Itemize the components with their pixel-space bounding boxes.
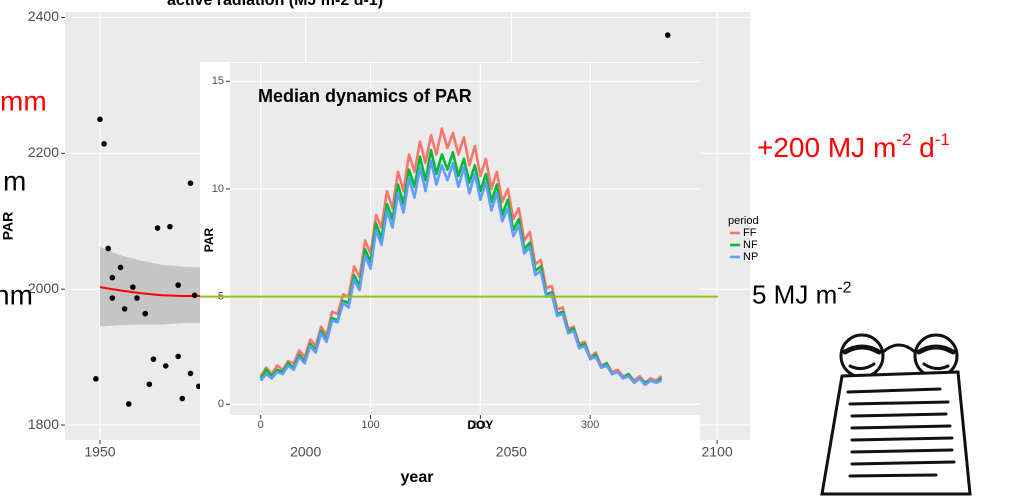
legend-label: FF — [743, 227, 757, 239]
superscript: -1 — [935, 130, 950, 149]
point — [117, 264, 124, 271]
y-tick-label: 2400 — [28, 8, 59, 24]
point — [134, 295, 140, 301]
point — [150, 356, 157, 362]
reader-doodle — [820, 333, 972, 496]
point — [105, 245, 111, 252]
point — [191, 292, 198, 299]
x-tick-label: 100 — [361, 419, 379, 431]
x-tick-label: 2000 — [290, 444, 321, 460]
x-tick-label: 300 — [581, 419, 599, 431]
point — [97, 116, 103, 123]
point — [142, 310, 149, 317]
legend-label: NF — [743, 239, 758, 251]
x-tick-label: 2050 — [496, 444, 527, 460]
text: +200 MJ m — [757, 132, 896, 163]
x-tick-label: 200 — [471, 419, 489, 431]
point — [664, 32, 671, 38]
plot-panel — [230, 63, 700, 415]
point — [187, 370, 194, 377]
x-axis-title: DOY — [467, 418, 493, 432]
y-axis-title: PAR — [202, 227, 216, 252]
point — [187, 180, 194, 186]
text: 5 MJ m — [752, 279, 837, 309]
point — [175, 353, 181, 360]
point — [109, 295, 116, 301]
x-tick-label: 1950 — [84, 444, 115, 460]
increase-annotation: +200 MJ m-2 d-1 — [757, 130, 950, 163]
annotations: mm m nm +200 MJ m-2 d-1 — [0, 85, 972, 496]
x-tick-label: 0 — [258, 419, 264, 431]
point — [93, 376, 99, 382]
y-tick-label: 2000 — [28, 280, 59, 296]
point — [125, 401, 132, 407]
point — [109, 274, 116, 281]
chart-title: Median dynamics of PAR — [258, 86, 472, 106]
legend-title: period — [728, 215, 759, 227]
trend-line — [99, 286, 203, 297]
y-tick-label: 1800 — [28, 416, 59, 432]
annotation: nm — [0, 279, 33, 310]
y-tick-label: 2200 — [28, 144, 59, 160]
chart-title: active radiation (MJ m-2 d-1) — [167, 0, 383, 9]
point — [175, 282, 181, 288]
point — [154, 225, 161, 231]
point — [179, 395, 186, 402]
inset-chart: 0100200300051015Median dynamics of PARDO… — [200, 62, 852, 444]
point — [146, 381, 153, 388]
x-tick-label: 2100 — [702, 444, 733, 460]
text: d — [911, 132, 934, 163]
point — [121, 306, 128, 312]
point — [130, 284, 136, 290]
point — [101, 140, 107, 147]
data-line — [259, 159, 663, 387]
reference-label: 5 MJ m-2 — [752, 279, 852, 309]
superscript: -2 — [896, 130, 911, 149]
annotation: m — [3, 165, 26, 196]
point — [167, 223, 173, 230]
x-axis-title: year — [401, 469, 434, 486]
y-tick-label: 15 — [212, 75, 224, 87]
point — [162, 363, 169, 369]
y-axis-title: PAR — [0, 212, 16, 241]
y-tick-label: 0 — [218, 398, 224, 410]
superscript: -2 — [837, 279, 851, 296]
legend-label: NP — [743, 251, 758, 263]
y-tick-label: 10 — [212, 183, 224, 195]
annotation: mm — [0, 85, 47, 116]
